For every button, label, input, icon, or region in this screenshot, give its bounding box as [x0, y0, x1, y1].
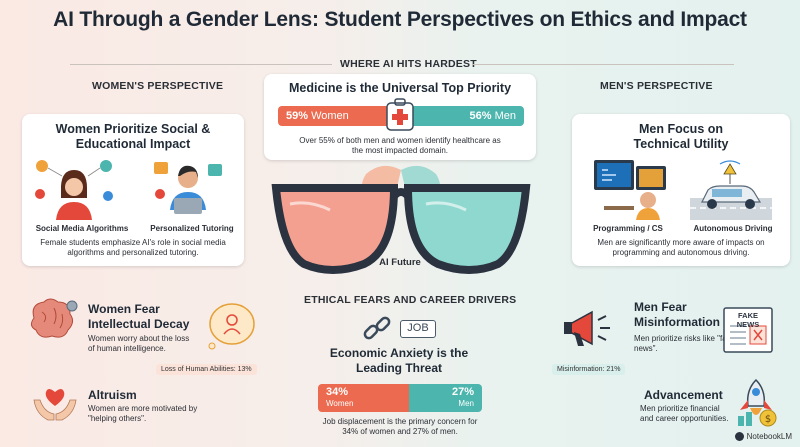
brain-gears-icon	[28, 296, 78, 347]
medicine-desc: Over 55% of both men and women identify …	[299, 136, 501, 155]
job-displacement-bar: 34% Women 27% Men	[318, 384, 482, 412]
section-mens-perspective: MEN'S PERSPECTIVE	[600, 80, 713, 92]
women-item-social-media: Social Media Algorithms	[35, 224, 129, 233]
economic-anxiety-title: Economic Anxiety is the Leading Threat	[329, 346, 469, 375]
ai-glasses-illustration	[270, 160, 532, 295]
job-men-pct: 27%	[451, 386, 474, 398]
altruism-title: Altruism	[88, 388, 137, 402]
intellectual-decay-title: Women Fear Intellectual Decay	[88, 302, 190, 331]
social-media-woman-icon	[34, 158, 114, 225]
women-card-title: Women Prioritize Social & Educational Im…	[55, 122, 211, 151]
rocket-coin-icon: $	[734, 378, 780, 433]
divider-right	[472, 64, 734, 65]
misinformation-stat: Misinformation: 21%	[552, 364, 626, 375]
job-men-label: Men	[458, 399, 474, 408]
heart-hands-icon	[32, 384, 78, 429]
page-title: AI Through a Gender Lens: Student Perspe…	[53, 8, 747, 31]
men-item-programming: Programming / CS	[593, 224, 663, 233]
medicine-men-label: Men	[494, 110, 516, 122]
autonomous-car-icon	[690, 158, 772, 225]
job-men-segment: 27% Men	[409, 384, 482, 412]
medical-kit-icon	[386, 98, 414, 137]
job-women-label: Women	[326, 399, 354, 408]
job-women-segment: 34% Women	[318, 384, 410, 412]
intellectual-decay-desc: Women worry about the loss of human inte…	[88, 334, 190, 353]
megaphone-icon	[562, 304, 614, 361]
section-ethical-fears: ETHICAL FEARS AND CAREER DRIVERS	[304, 294, 517, 306]
economic-anxiety-desc: Job displacement is the primary concern …	[322, 417, 478, 436]
job-tag: JOB	[400, 320, 436, 338]
medicine-men-segment: 56% Men	[404, 106, 524, 126]
misinformation-title: Men Fear Misinformation	[634, 300, 720, 329]
fake-news-newspaper-icon	[722, 306, 774, 359]
men-card-desc: Men are significantly more aware of impa…	[597, 238, 765, 257]
women-social-card: Women Prioritize Social & Educational Im…	[22, 114, 244, 266]
fake-news-headline: FAKE NEWS	[736, 311, 760, 329]
medicine-men-pct: 56%	[469, 110, 492, 122]
section-where-ai-hits-hardest: WHERE AI HITS HARDEST	[340, 58, 477, 70]
altruism-desc: Women are more motivated by "helping oth…	[88, 404, 198, 423]
tutoring-student-icon	[150, 158, 226, 225]
advancement-title: Advancement	[644, 388, 723, 402]
job-tag-text: JOB	[407, 322, 429, 334]
misinformation-desc: Men prioritize risks like "fake news".	[634, 334, 736, 353]
men-card-title: Men Focus on Technical Utility	[633, 122, 729, 151]
medicine-bar: 59% Women 56% Men	[278, 106, 524, 126]
men-item-autonomous-driving: Autonomous Driving	[693, 224, 773, 233]
notebooklm-logo-icon	[734, 432, 744, 441]
section-womens-perspective: WOMEN'S PERSPECTIVE	[92, 80, 224, 92]
divider-left	[70, 64, 332, 65]
job-women-pct: 34%	[326, 386, 349, 398]
svg-text:$: $	[765, 414, 771, 425]
medicine-title: Medicine is the Universal Top Priority	[288, 81, 512, 95]
women-item-tutoring: Personalized Tutoring	[150, 224, 234, 233]
branding-text: NotebookLM	[746, 432, 792, 441]
glasses-label: AI Future	[379, 257, 421, 268]
programmer-computer-icon	[590, 156, 674, 225]
medicine-women-segment: 59% Women	[278, 106, 405, 126]
loss-human-abilities-stat: Loss of Human Abilities: 13%	[156, 364, 257, 375]
broken-chain-icon	[362, 314, 392, 349]
medicine-women-label: Women	[311, 110, 349, 122]
advancement-desc: Men prioritize financial and career oppo…	[640, 404, 729, 423]
thought-bubble-person-icon	[204, 302, 256, 357]
notebooklm-branding: NotebookLM	[734, 432, 792, 441]
medicine-women-pct: 59%	[286, 110, 309, 122]
women-card-desc: Female students emphasize AI's role in s…	[40, 238, 226, 257]
